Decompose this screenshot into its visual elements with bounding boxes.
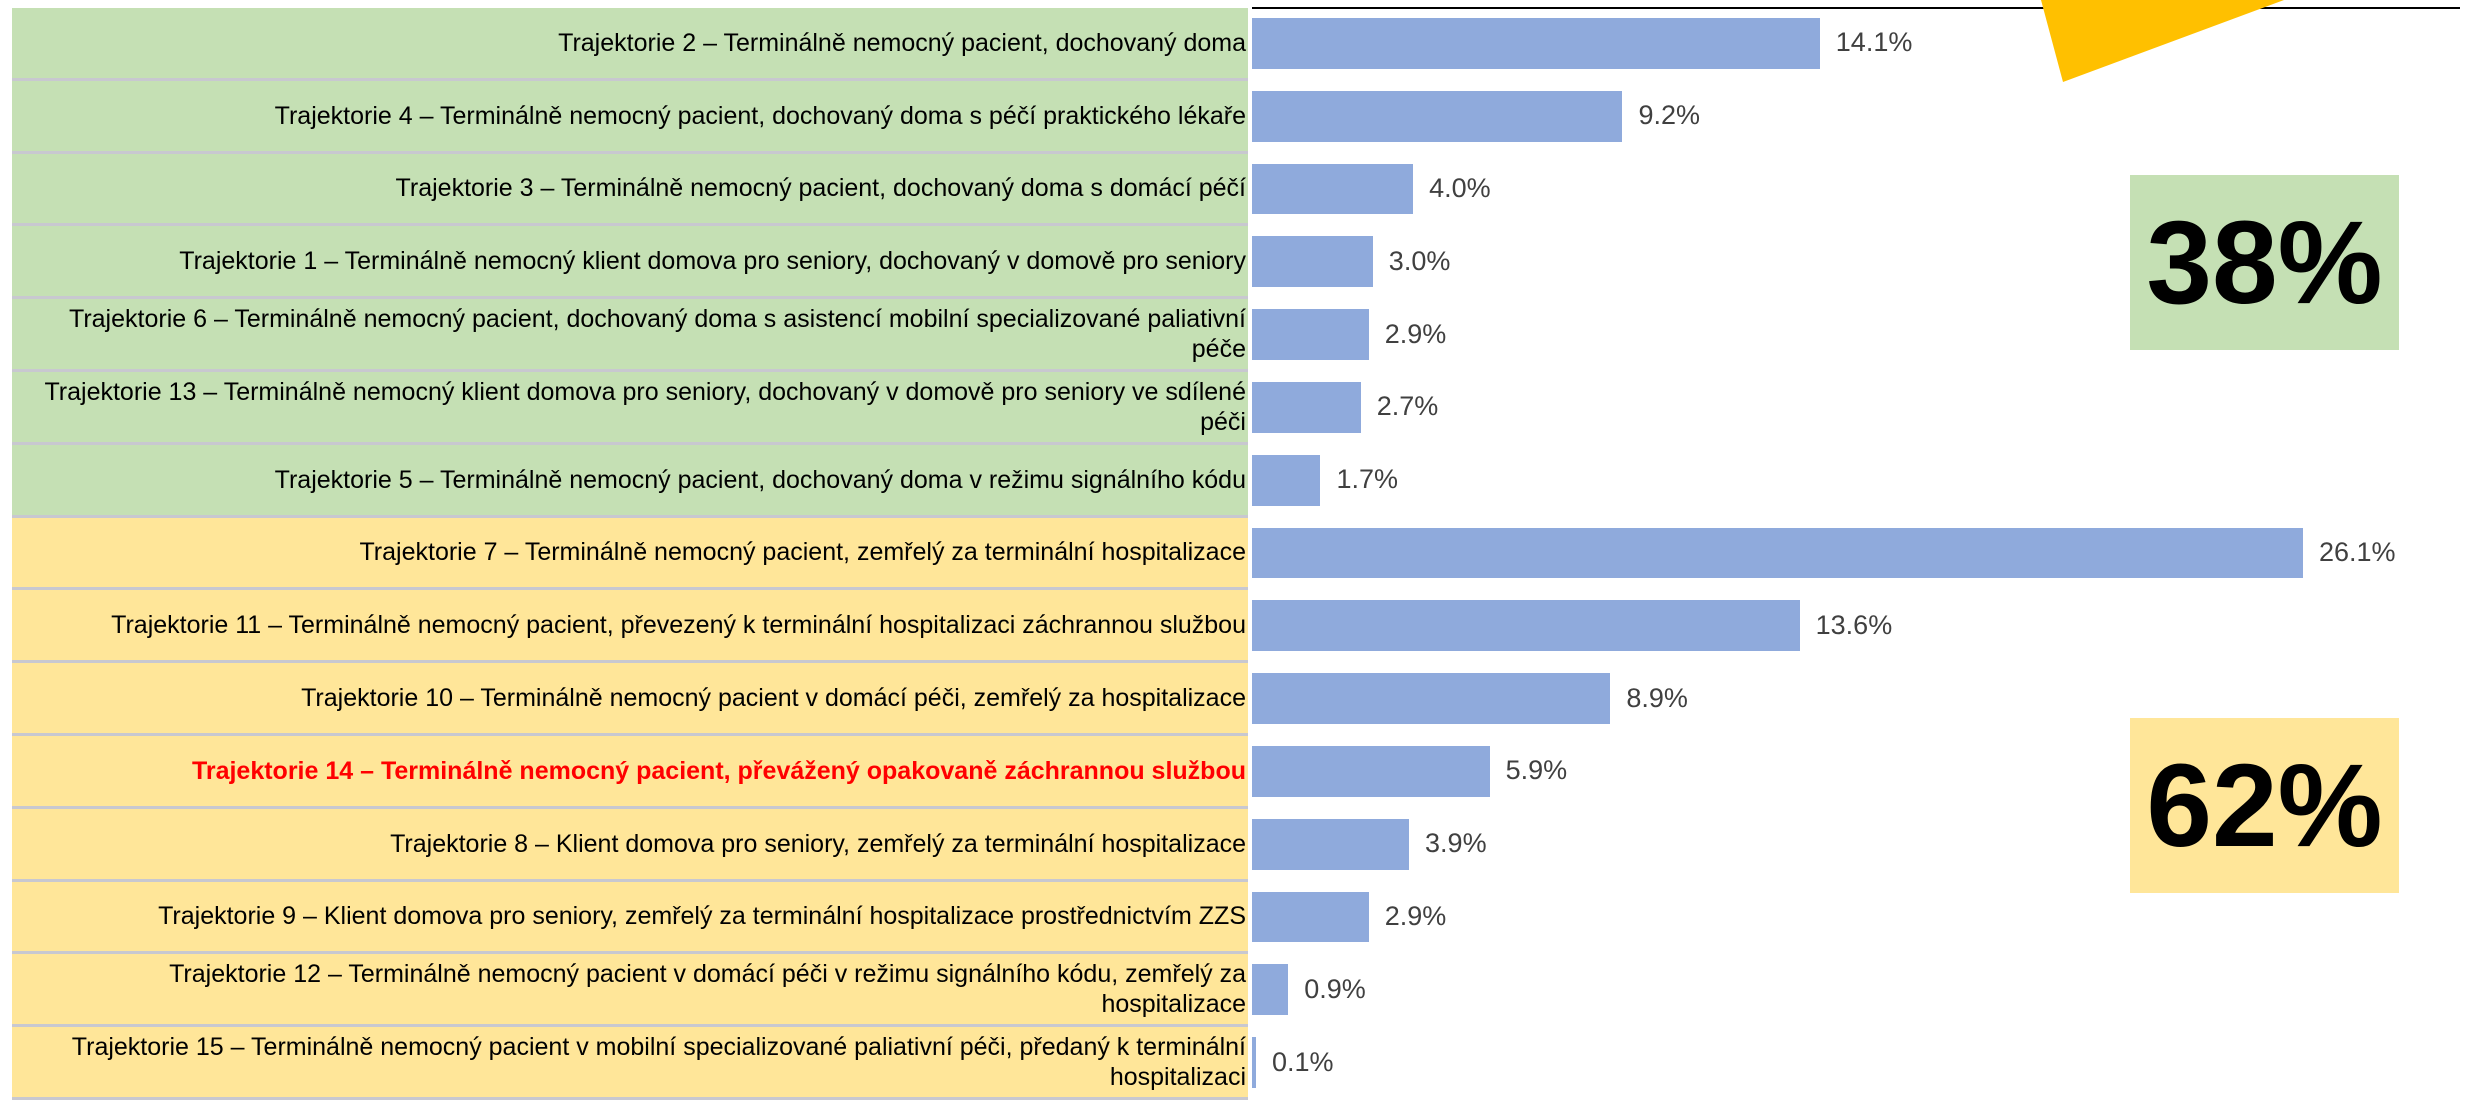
category-label: Trajektorie 11 – Terminálně nemocný paci… [12, 590, 1248, 664]
value-label: 8.9% [1626, 682, 1688, 713]
value-label: 9.2% [1638, 100, 1700, 131]
category-label: Trajektorie 14 – Terminálně nemocný paci… [12, 736, 1248, 809]
value-label: 1.7% [1336, 464, 1398, 495]
category-label: Trajektorie 12 – Terminálně nemocný paci… [12, 954, 1248, 1028]
bar [1252, 382, 1361, 433]
value-label: 5.9% [1505, 755, 1568, 786]
bar [1252, 746, 1490, 797]
value-label: 14.1% [1835, 27, 1913, 58]
bar [1252, 818, 1410, 870]
category-label: Trajektorie 13 – Terminálně nemocný klie… [12, 372, 1248, 445]
bar [1252, 673, 1611, 724]
bar [1252, 527, 2303, 579]
value-label: 4.0% [1429, 173, 1491, 203]
value-label: 13.6% [1815, 609, 1893, 640]
bar [1252, 964, 1289, 1016]
bar [1252, 236, 1373, 288]
category-label: Trajektorie 7 – Terminálně nemocný pacie… [12, 517, 1248, 591]
value-label: 0.1% [1272, 1046, 1334, 1077]
bar [1252, 891, 1369, 943]
bar [1252, 90, 1623, 142]
category-label: Trajektorie 1 – Terminálně nemocný klien… [12, 226, 1248, 300]
category-label: Trajektorie 9 – Klient domova pro senior… [12, 881, 1248, 955]
value-label: 2.9% [1384, 318, 1447, 349]
bar [1252, 18, 1820, 69]
category-label: Trajektorie 15 – Terminálně nemocný paci… [12, 1027, 1248, 1100]
category-label: Trajektorie 8 – Klient domova pro senior… [12, 808, 1248, 882]
value-label: 0.9% [1304, 973, 1366, 1004]
bar [1252, 309, 1369, 360]
summary-box: 38% [2130, 175, 2399, 350]
bar [1252, 454, 1321, 506]
category-label: Trajektorie 6 – Terminálně nemocný pacie… [12, 299, 1248, 372]
category-label: Trajektorie 2 – Terminálně nemocný pacie… [12, 8, 1248, 81]
category-label: Trajektorie 4 – Terminálně nemocný pacie… [12, 80, 1248, 154]
bar [1252, 1037, 1257, 1088]
value-label: 3.0% [1388, 245, 1451, 276]
summary-box: 62% [2130, 718, 2399, 893]
category-label: Trajektorie 3 – Terminálně nemocný pacie… [12, 153, 1248, 227]
category-label: Trajektorie 10 – Terminálně nemocný paci… [12, 663, 1248, 736]
bar [1252, 163, 1414, 215]
value-label: 2.9% [1384, 901, 1447, 931]
value-label: 3.9% [1425, 828, 1487, 859]
category-label: Trajektorie 5 – Terminálně nemocný pacie… [12, 444, 1248, 518]
corner-shape [2041, 0, 2284, 82]
value-label: 2.7% [1376, 391, 1439, 422]
value-label: 26.1% [2319, 537, 2396, 567]
bar [1252, 600, 1800, 652]
